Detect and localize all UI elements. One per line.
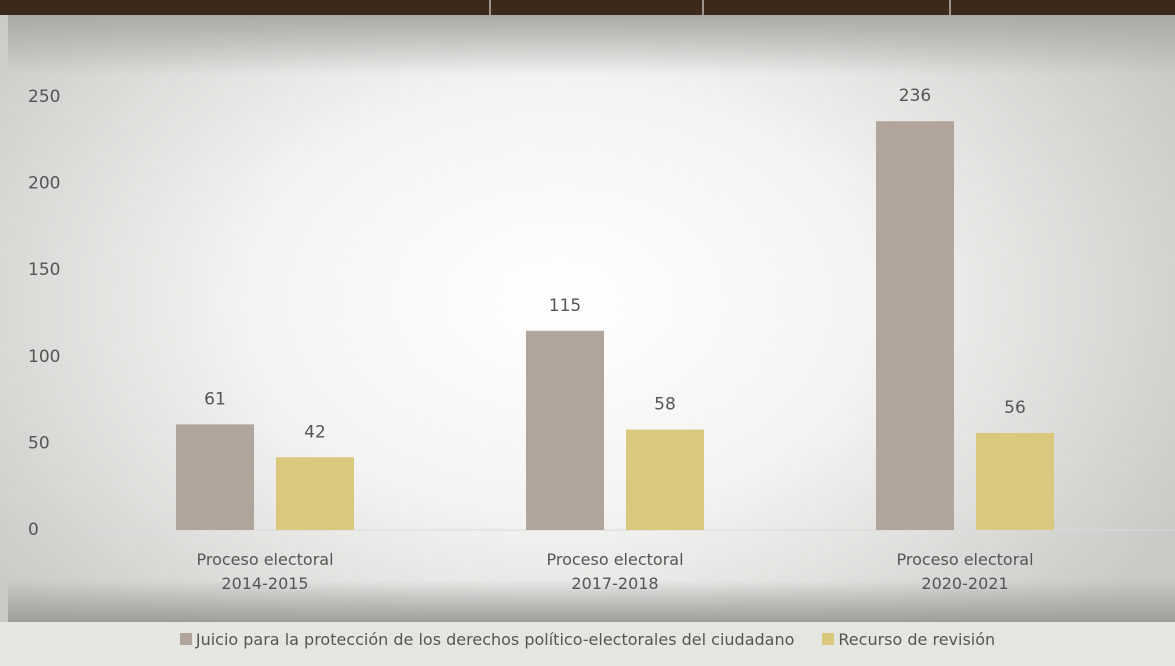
bar <box>976 433 1054 530</box>
y-tick-label: 50 <box>28 433 50 453</box>
data-label: 115 <box>549 296 581 316</box>
legend-item: Recurso de revisión <box>822 630 995 649</box>
legend-band <box>0 622 1175 666</box>
x-tick-label: Proceso electoral 2017-2018 <box>546 550 684 593</box>
y-tick-label: 200 <box>28 174 60 194</box>
header-dividers <box>489 0 951 15</box>
x-tick-label: Proceso electoral 2020-2021 <box>896 550 1034 593</box>
header-bar <box>0 0 1175 15</box>
data-label: 56 <box>1004 398 1026 418</box>
bar <box>176 424 254 530</box>
bar <box>876 121 954 531</box>
data-label: 61 <box>204 389 226 409</box>
legend-label: Recurso de revisión <box>838 629 996 649</box>
y-tick-label: 100 <box>28 347 60 367</box>
legend-item: Juicio para la protección de los derecho… <box>179 629 795 649</box>
y-tick-label: 150 <box>28 260 60 280</box>
y-tick-label: 250 <box>28 87 60 107</box>
bar <box>626 429 704 530</box>
legend-swatch <box>822 633 835 645</box>
shade <box>8 580 1175 622</box>
bar <box>276 457 354 530</box>
shade <box>8 15 1175 75</box>
chart: 0 50 100 150 200 250 61 42 115 58 236 56 <box>28 86 1175 540</box>
x-tick-label: Proceso electoral 2014-2015 <box>196 550 334 593</box>
bar <box>526 330 604 530</box>
data-label: 42 <box>304 422 326 442</box>
data-label: 236 <box>899 86 931 106</box>
data-label: 58 <box>654 395 676 415</box>
legend: Juicio para la protección de los derecho… <box>0 624 1175 654</box>
y-tick-label: 0 <box>28 520 39 540</box>
legend-swatch <box>179 633 192 645</box>
legend-label: Juicio para la protección de los derecho… <box>195 629 795 649</box>
